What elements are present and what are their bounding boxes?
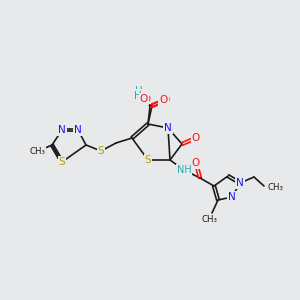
Text: O: O bbox=[140, 94, 148, 104]
Text: H: H bbox=[134, 91, 142, 101]
Text: O: O bbox=[159, 96, 167, 106]
Text: N: N bbox=[228, 192, 236, 202]
Text: O: O bbox=[143, 94, 151, 103]
Text: S: S bbox=[59, 157, 65, 167]
Text: NH: NH bbox=[177, 165, 191, 175]
Text: S: S bbox=[145, 155, 151, 165]
Text: H: H bbox=[135, 86, 143, 96]
Text: H: H bbox=[134, 90, 142, 100]
Text: O: O bbox=[192, 158, 200, 168]
Text: CH₃: CH₃ bbox=[268, 182, 284, 191]
Text: O: O bbox=[160, 95, 168, 105]
Text: O: O bbox=[192, 133, 200, 143]
Text: CH₃: CH₃ bbox=[202, 215, 218, 224]
Text: O: O bbox=[141, 94, 147, 103]
Text: N: N bbox=[236, 178, 244, 188]
Text: N: N bbox=[74, 125, 82, 135]
Text: O: O bbox=[162, 95, 170, 105]
Text: S: S bbox=[98, 146, 104, 156]
Text: N: N bbox=[58, 125, 66, 135]
Text: N: N bbox=[164, 123, 172, 133]
Text: CH₃: CH₃ bbox=[30, 146, 46, 155]
